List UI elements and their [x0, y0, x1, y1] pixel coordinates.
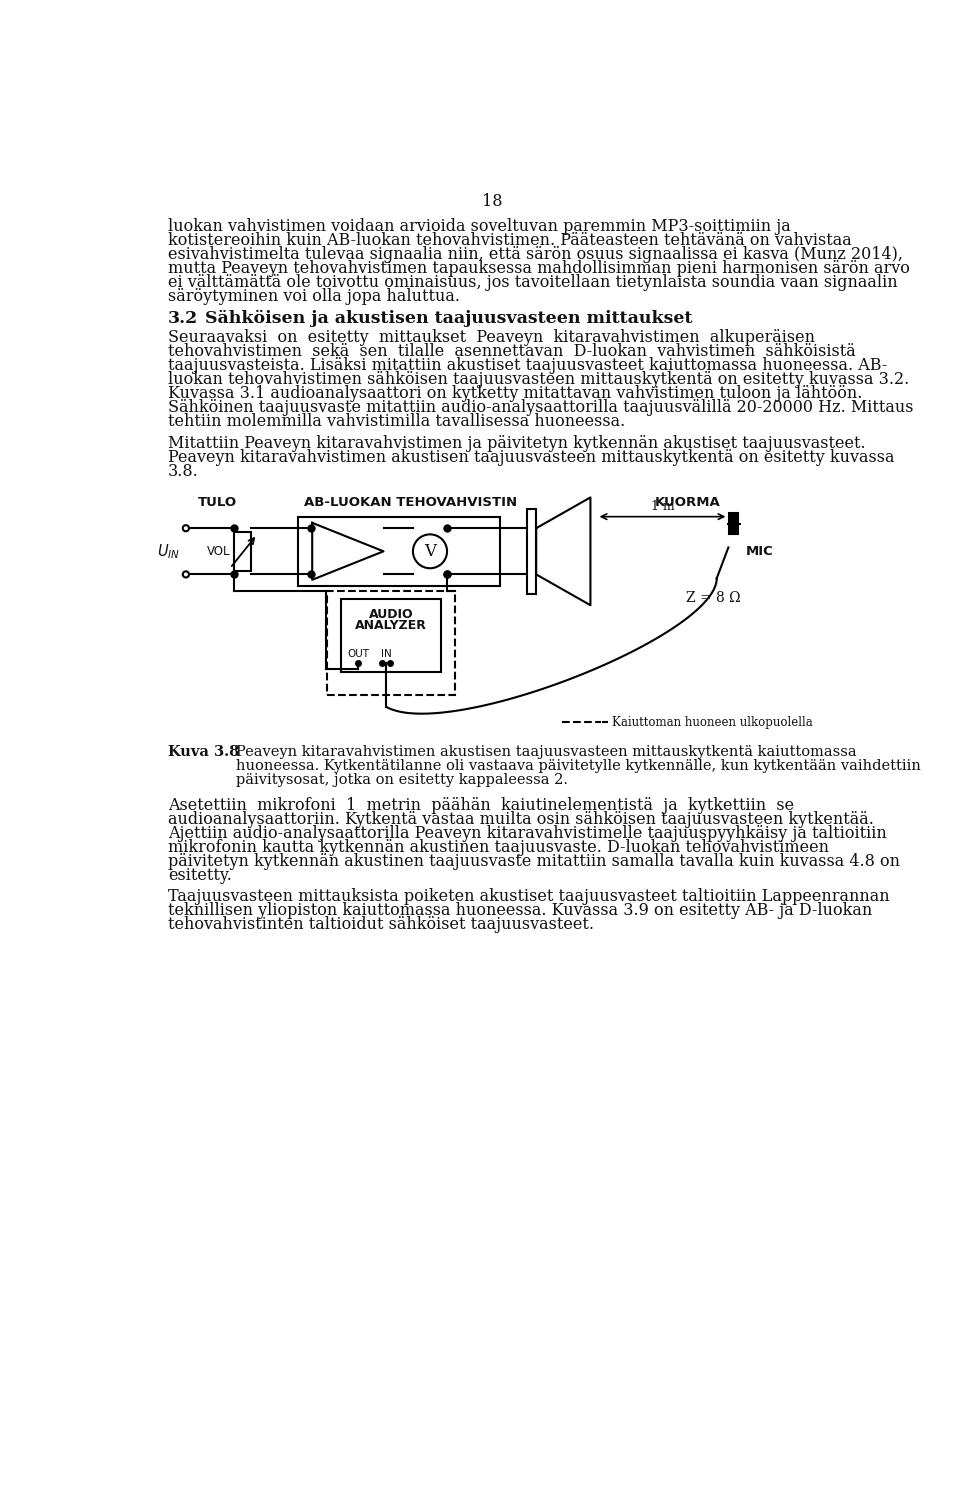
Text: Asetettiin  mikrofoni  1  metrin  päähän  kaiutinelementistä  ja  kytkettiin  se: Asetettiin mikrofoni 1 metrin päähän kai… — [168, 796, 794, 814]
Text: OUT: OUT — [348, 649, 370, 660]
Text: luokan vahvistimen voidaan arvioida soveltuvan paremmin MP3-soittimiin ja: luokan vahvistimen voidaan arvioida sove… — [168, 218, 791, 235]
Text: Kaiuttoman huoneen ulkopuolella: Kaiuttoman huoneen ulkopuolella — [612, 716, 813, 728]
Text: ANALYZER: ANALYZER — [355, 620, 427, 633]
Text: Ajettiin audio-analysaattorilla Peaveyn kitaravahvistimelle taajuuspyyhkäisy ja : Ajettiin audio-analysaattorilla Peaveyn … — [168, 825, 887, 841]
Text: huoneessa. Kytkentätilanne oli vastaava päivitetylle kytkennälle, kun kytkentään: huoneessa. Kytkentätilanne oli vastaava … — [236, 759, 922, 773]
Bar — [730, 513, 738, 535]
Text: säröytyminen voi olla jopa haluttua.: säröytyminen voi olla jopa haluttua. — [168, 288, 460, 306]
Text: MIC: MIC — [746, 545, 774, 557]
Bar — [234, 532, 251, 571]
Text: Z = 8 Ω: Z = 8 Ω — [685, 590, 740, 605]
Text: Kuva 3.8: Kuva 3.8 — [168, 746, 239, 759]
Text: Peaveyn kitaravahvistimen akustisen taajuusvasteen mittauskytkentä kaiuttomassa: Peaveyn kitaravahvistimen akustisen taaj… — [236, 746, 857, 759]
Bar — [327, 591, 455, 695]
Bar — [527, 510, 537, 594]
Text: Seuraavaksi  on  esitetty  mittaukset  Peaveyn  kitaravahvistimen  alkuperäisen: Seuraavaksi on esitetty mittaukset Peave… — [168, 328, 815, 346]
Text: TULO: TULO — [198, 496, 236, 508]
Text: tehtiin molemmilla vahvistimilla tavallisessa huoneessa.: tehtiin molemmilla vahvistimilla tavalli… — [168, 413, 625, 429]
Text: Mitattiin Peaveyn kitaravahvistimen ja päivitetyn kytkennän akustiset taajuusvas: Mitattiin Peaveyn kitaravahvistimen ja p… — [168, 434, 866, 452]
Text: kotistereoihin kuin AB-luokan tehovahvistimen. Pääteasteen tehtävänä on vahvista: kotistereoihin kuin AB-luokan tehovahvis… — [168, 232, 852, 250]
Text: päivitysosat, jotka on esitetty kappaleessa 2.: päivitysosat, jotka on esitetty kappalee… — [236, 773, 568, 788]
Text: luokan tehovahvistimen sähköisen taajuusvasteen mittauskytkentä on esitetty kuva: luokan tehovahvistimen sähköisen taajuus… — [168, 372, 909, 388]
Text: KUORMA: KUORMA — [655, 496, 721, 508]
Text: tehovahvistinten taltioidut sähköiset taajuusvasteet.: tehovahvistinten taltioidut sähköiset ta… — [168, 917, 594, 933]
Bar — [299, 517, 500, 585]
Text: päivitetyn kytkennän akustinen taajuusvaste mitattiin samalla tavalla kuin kuvas: päivitetyn kytkennän akustinen taajuusva… — [168, 853, 900, 869]
Text: $U_{IN}$: $U_{IN}$ — [156, 542, 180, 560]
Text: Sähköisen ja akustisen taajuusvasteen mittaukset: Sähköisen ja akustisen taajuusvasteen mi… — [205, 311, 693, 327]
Text: mutta Peaveyn tehovahvistimen tapauksessa mahdollisimman pieni harmonisen särön : mutta Peaveyn tehovahvistimen tapauksess… — [168, 260, 910, 278]
Text: esitetty.: esitetty. — [168, 866, 232, 884]
Text: esivahvistimelta tulevaa signaalia niin, että särön osuus signaalissa ei kasva (: esivahvistimelta tulevaa signaalia niin,… — [168, 247, 903, 263]
Text: AB-LUOKAN TEHOVAHVISTIN: AB-LUOKAN TEHOVAHVISTIN — [304, 496, 517, 508]
Text: tehovahvistimen  sekä  sen  tilalle  asennettavan  D-luokan  vahvistimen  sähköi: tehovahvistimen sekä sen tilalle asennet… — [168, 343, 855, 360]
Text: 3.8.: 3.8. — [168, 462, 199, 480]
Text: ei välttämättä ole toivottu ominaisuus, jos tavoitellaan tietynlaista soundia va: ei välttämättä ole toivottu ominaisuus, … — [168, 275, 898, 291]
Text: VOL: VOL — [207, 545, 230, 557]
Text: V: V — [424, 542, 436, 560]
Text: mikrofonin kautta kytkennän akustinen taajuusvaste. D-luokan tehovahvistimeen: mikrofonin kautta kytkennän akustinen ta… — [168, 838, 829, 856]
Text: Taajuusvasteen mittauksista poiketen akustiset taajuusvasteet taltioitiin Lappee: Taajuusvasteen mittauksista poiketen aku… — [168, 889, 890, 905]
Text: Kuvassa 3.1 audioanalysaattori on kytketty mitattavan vahvistimen tuloon ja läht: Kuvassa 3.1 audioanalysaattori on kytket… — [168, 385, 862, 401]
Text: Sähköinen taajuusvaste mitattiin audio-analysaattorilla taajuusvälillä 20-20000 : Sähköinen taajuusvaste mitattiin audio-a… — [168, 398, 914, 416]
Text: 3.2: 3.2 — [168, 311, 198, 327]
Text: 1 m: 1 m — [651, 501, 674, 513]
Text: Peaveyn kitaravahvistimen akustisen taajuusvasteen mittauskytkentä on esitetty k: Peaveyn kitaravahvistimen akustisen taaj… — [168, 449, 895, 465]
Text: audioanalysaattoriin. Kytkentä vastaa muilta osin sähköisen taajuusvasteen kytke: audioanalysaattoriin. Kytkentä vastaa mu… — [168, 811, 874, 828]
Text: IN: IN — [381, 649, 392, 660]
Text: 18: 18 — [482, 193, 502, 210]
Text: AUDIO: AUDIO — [369, 608, 414, 621]
Text: taajuusvasteista. Lisäksi mitattiin akustiset taajuusvasteet kaiuttomassa huonee: taajuusvasteista. Lisäksi mitattiin akus… — [168, 357, 887, 374]
Bar — [341, 599, 442, 672]
Text: teknillisen yliopiston kaiuttomassa huoneessa. Kuvassa 3.9 on esitetty AB- ja D-: teknillisen yliopiston kaiuttomassa huon… — [168, 902, 873, 920]
